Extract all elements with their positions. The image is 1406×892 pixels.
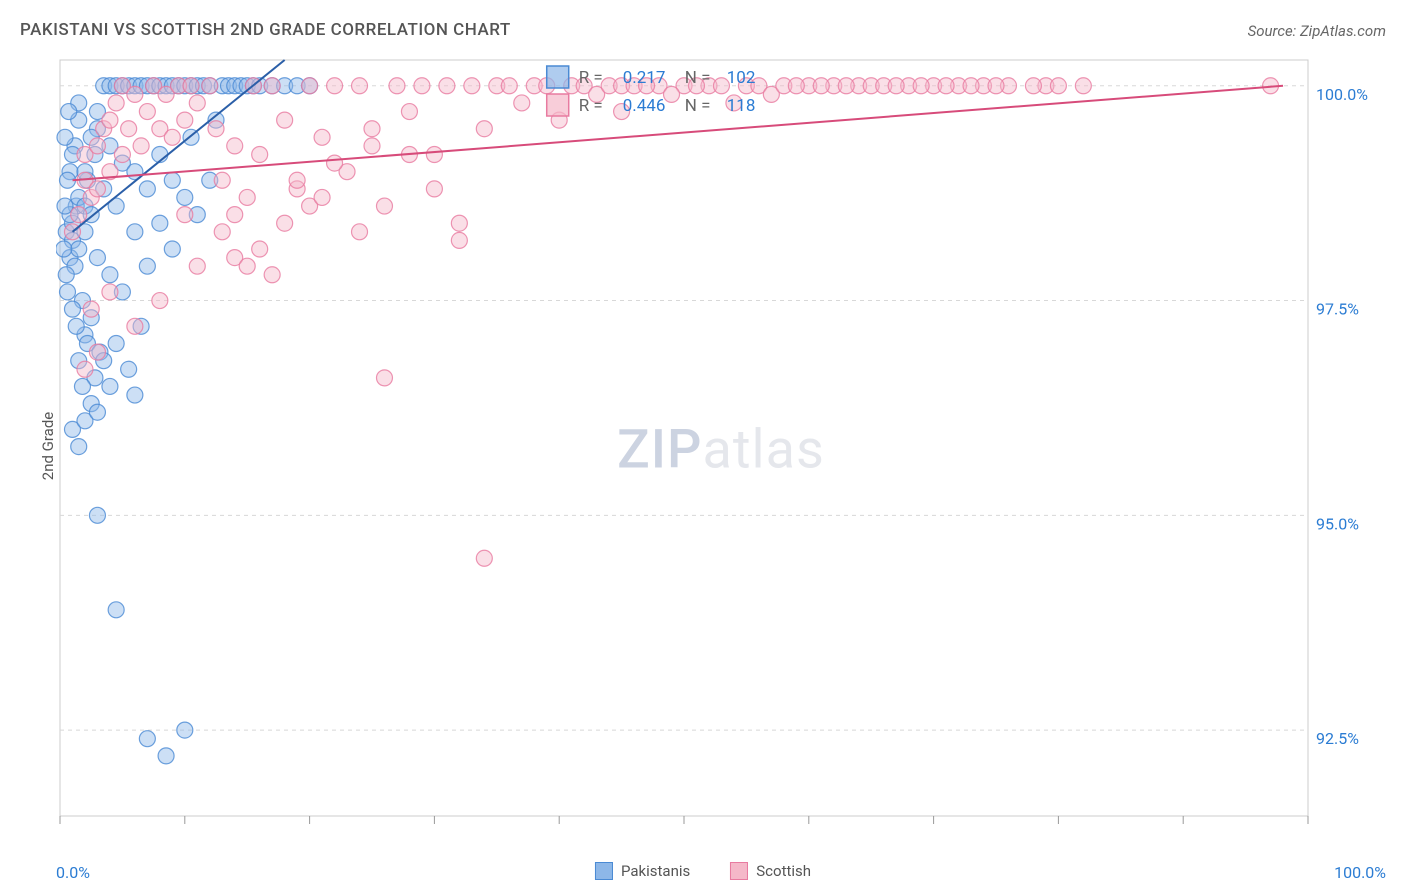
legend-swatch-scottish [730, 862, 748, 880]
x-axis-max-label: 100.0% [1334, 863, 1386, 882]
bottom-legend: Pakistanis Scottish [595, 862, 811, 880]
svg-text:R =: R = [579, 96, 603, 116]
legend-swatch-pakistanis [595, 862, 613, 880]
legend-item-scottish: Scottish [730, 862, 811, 880]
svg-text:118: 118 [727, 96, 756, 116]
x-axis-min-label: 0.0% [56, 863, 90, 882]
svg-text:97.5%: 97.5% [1316, 300, 1359, 319]
legend-label: Pakistanis [621, 862, 690, 880]
chart-title: PAKISTANI VS SCOTTISH 2ND GRADE CORRELAT… [20, 20, 511, 40]
source-attribution: Source: ZipAtlas.com [1248, 22, 1386, 40]
svg-text:N =: N = [685, 68, 711, 88]
svg-text:N =: N = [685, 96, 711, 116]
svg-text:102: 102 [727, 68, 756, 88]
svg-text:95.0%: 95.0% [1316, 514, 1359, 533]
svg-text:R =: R = [579, 68, 603, 88]
svg-text:92.5%: 92.5% [1316, 729, 1359, 748]
legend-label: Scottish [756, 862, 811, 880]
y-axis-label: 2nd Grade [39, 412, 57, 480]
svg-text:100.0%: 100.0% [1316, 85, 1368, 104]
correlation-scatter-chart: 92.5% 95.0% 97.5% 100.0% R = 0.217 N = 102 R = 0.… [56, 56, 1386, 844]
svg-text:0.217: 0.217 [623, 68, 666, 88]
svg-text:0.446: 0.446 [623, 96, 666, 116]
chart-container: 92.5% 95.0% 97.5% 100.0% R = 0.217 N = 102 R = 0.… [56, 56, 1386, 844]
legend-item-pakistanis: Pakistanis [595, 862, 690, 880]
